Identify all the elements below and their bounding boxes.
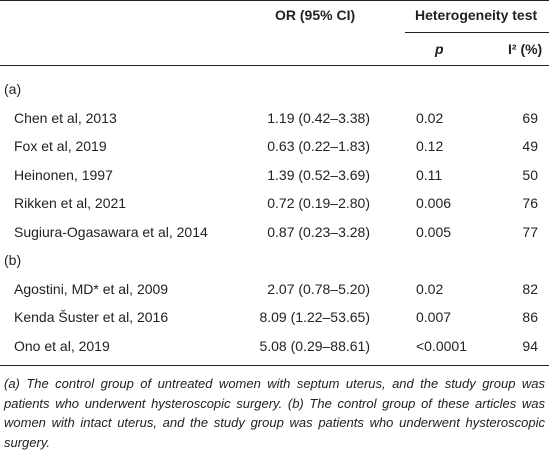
- i2-value: 49: [522, 138, 538, 155]
- rule: [0, 0, 549, 1]
- group-label: (b): [4, 252, 22, 269]
- study-name: Sugiura-Ogasawara et al, 2014: [14, 223, 208, 240]
- i2-value: 86: [522, 309, 538, 326]
- p-value: 0.005: [416, 223, 452, 240]
- group-label: (a): [4, 81, 22, 97]
- col-header: OR (95% CI): [275, 7, 356, 23]
- study-name: Fox et al, 2019: [14, 138, 107, 155]
- i2-value: 94: [522, 337, 538, 354]
- study-name: Ono et al, 2019: [14, 337, 110, 354]
- study-name: Heinonen, 1997: [14, 166, 113, 183]
- odds-ratio: 0.87 (0.23–3.28): [267, 223, 370, 240]
- odds-ratio: 0.72 (0.19–2.80): [267, 195, 370, 212]
- p-value: <0.0001: [416, 337, 467, 354]
- study-name: Kenda Šuster et al, 2016: [14, 309, 169, 326]
- i2-value: 69: [522, 109, 538, 126]
- rule: [0, 65, 549, 66]
- i2-value: 50: [522, 166, 538, 183]
- col-header: Heterogeneity test: [415, 7, 538, 23]
- col-header: p: [435, 41, 444, 57]
- study-name: Rikken et al, 2021: [14, 195, 127, 212]
- p-value: 0.007: [416, 309, 452, 326]
- odds-ratio: 1.39 (0.52–3.69): [267, 166, 370, 183]
- odds-ratio: 2.07 (0.78–5.20): [267, 280, 370, 297]
- p-value: 0.02: [416, 280, 444, 297]
- p-value: 0.02: [416, 109, 444, 126]
- study-name: Agostini, MD* et al, 2009: [14, 280, 169, 297]
- p-value: 0.11: [416, 166, 443, 183]
- i2-value: 76: [522, 195, 538, 212]
- odds-ratio: 0.63 (0.22–1.83): [267, 138, 370, 155]
- odds-ratio: 1.19 (0.42–3.38): [267, 109, 370, 126]
- p-value: 0.12: [416, 138, 444, 155]
- odds-ratio: 5.08 (0.29–88.61): [259, 337, 370, 354]
- footnote: (a) The control group of untreated women…: [4, 376, 545, 451]
- rule: [0, 365, 549, 366]
- i2-value: 82: [522, 280, 538, 297]
- p-value: 0.006: [416, 195, 452, 212]
- i2-value: 77: [522, 223, 538, 240]
- rule: [405, 32, 549, 33]
- study-name: Chen et al, 2013: [14, 109, 117, 126]
- col-header: I² (%): [508, 41, 543, 57]
- odds-ratio: 8.09 (1.22–53.65): [259, 309, 370, 326]
